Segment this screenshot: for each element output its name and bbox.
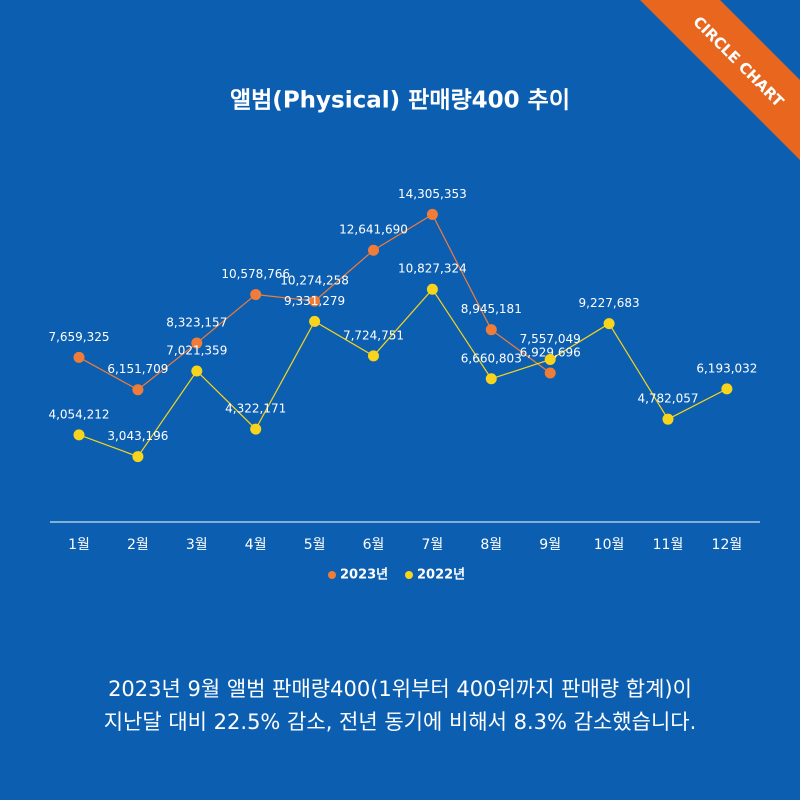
point: [132, 451, 144, 463]
point: [662, 413, 674, 425]
point: [250, 289, 262, 301]
data-label: 12,641,690: [339, 223, 408, 237]
data-label: 7,659,325: [48, 330, 109, 344]
data-label: 7,724,751: [343, 328, 404, 342]
point: [544, 367, 556, 379]
x-tick-label: 4월: [245, 537, 267, 553]
data-label: 4,322,171: [225, 402, 286, 416]
x-tick-label: 8월: [480, 537, 502, 553]
caption: 2023년 9월 앨범 판매량400(1위부터 400위까지 판매량 합계)이: [108, 677, 692, 701]
point: [603, 318, 615, 330]
caption: 지난달 대비 22.5% 감소, 전년 동기에 비해서 8.3% 감소했습니다.: [104, 710, 697, 734]
x-tick-label: 3월: [186, 537, 208, 553]
x-tick-label: 1월: [68, 537, 90, 553]
legend-marker: [328, 571, 336, 579]
data-label: 3,043,196: [107, 429, 168, 443]
point: [191, 365, 203, 377]
data-label: 6,151,709: [107, 362, 168, 376]
x-tick-label: 5월: [304, 537, 326, 553]
data-label: 9,331,279: [284, 294, 345, 308]
data-label: 4,782,057: [637, 392, 698, 406]
x-tick-label: 11월: [653, 537, 684, 553]
chart-title: 앨범(Physical) 판매량400 추이: [230, 88, 570, 114]
point: [426, 283, 438, 295]
point: [544, 354, 556, 366]
point: [250, 423, 262, 435]
data-label: 7,557,049: [520, 332, 581, 346]
point: [73, 351, 85, 363]
data-label: 6,193,032: [696, 361, 757, 375]
point: [368, 350, 379, 362]
x-tick-label: 9월: [539, 537, 561, 553]
x-tick-label: 12월: [712, 537, 743, 553]
data-label: 8,945,181: [461, 302, 522, 316]
point: [485, 373, 497, 385]
data-label: 10,827,324: [398, 262, 467, 276]
data-label: 9,227,683: [579, 296, 640, 310]
point: [132, 384, 144, 396]
data-label: 7,021,359: [166, 344, 227, 358]
data-label: 6,660,803: [461, 351, 522, 365]
x-tick-label: 7월: [422, 537, 444, 553]
x-tick-label: 6월: [363, 537, 385, 553]
x-tick-label: 2월: [127, 537, 149, 553]
legend-marker: [405, 571, 413, 579]
data-label: 10,274,258: [280, 274, 349, 288]
point: [485, 324, 497, 336]
data-label: 4,054,212: [48, 407, 109, 421]
legend-label: 2022년: [417, 568, 465, 583]
point: [721, 383, 733, 395]
data-label: 10,578,766: [221, 267, 290, 281]
x-tick-label: 10월: [594, 537, 625, 553]
data-label: 8,323,157: [166, 316, 227, 330]
data-label: 14,305,353: [398, 187, 467, 201]
legend-label: 2023년: [340, 568, 388, 583]
point: [368, 244, 379, 256]
brand-ribbon: [640, 0, 800, 160]
point: [73, 429, 85, 441]
point: [191, 337, 203, 349]
series-line: [78, 288, 728, 458]
point: [426, 208, 438, 220]
point: [309, 295, 321, 307]
data-label: 6,929,696: [520, 346, 581, 360]
point: [309, 315, 321, 327]
